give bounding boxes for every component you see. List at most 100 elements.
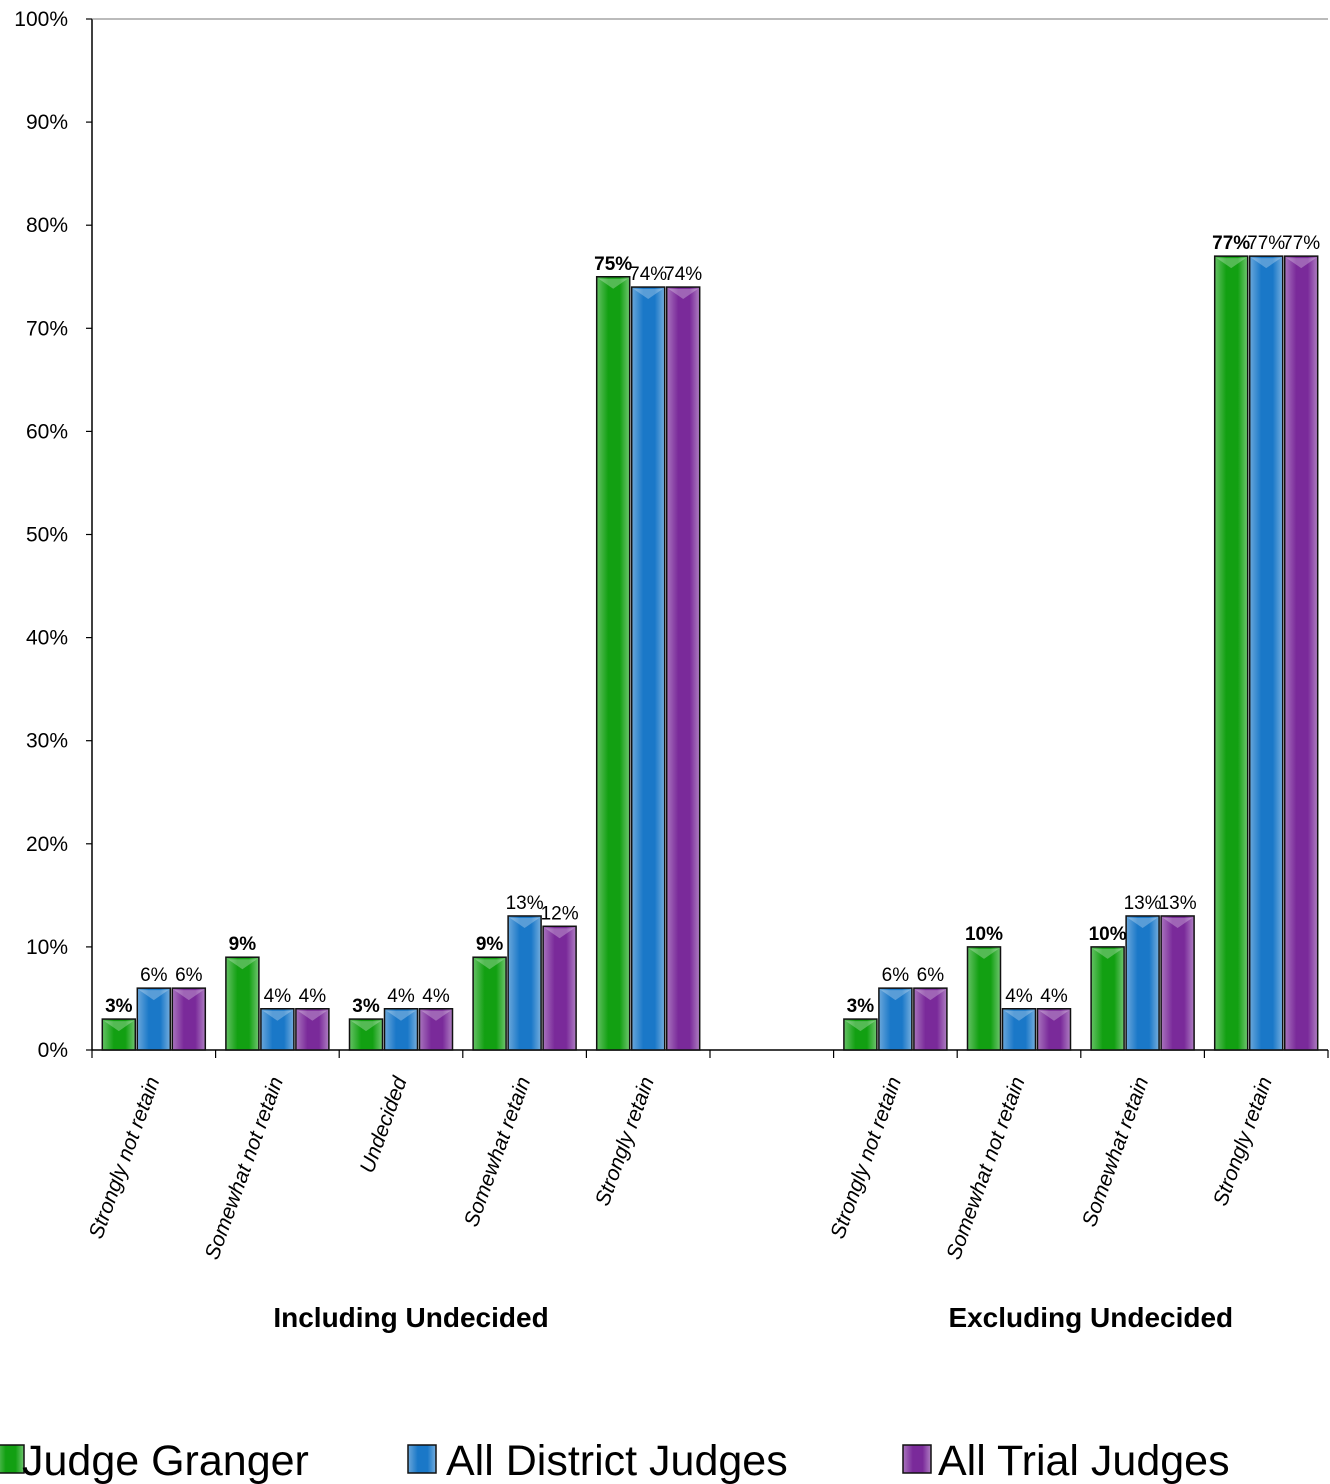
data-label: 6%	[140, 965, 168, 986]
bar-including-undecided-somewhat-not-retain-judge-granger	[225, 956, 260, 1051]
category-label: Strongly not retain	[826, 1074, 906, 1242]
category-label: Undecided	[356, 1073, 412, 1176]
labels: 3% 6% 6% Strongly not retain 9% 4% 4% Somewhat …	[85, 233, 1321, 1333]
bar-including-undecided-somewhat-not-retain-judge-granger-bevel	[227, 959, 257, 970]
data-label: 4%	[264, 986, 292, 1007]
bar-including-undecided-undecided-all-trial-judges-bevel	[421, 1010, 451, 1021]
bar-including-undecided-somewhat-not-retain-all-trial-judges-bevel	[297, 1010, 327, 1021]
legend-swatch-judge-granger	[0, 1444, 25, 1474]
data-label: 4%	[387, 986, 415, 1007]
data-label: 12%	[541, 903, 579, 924]
data-label: 74%	[629, 264, 667, 285]
category-label: Strongly retain	[1209, 1074, 1277, 1209]
bar-excluding-undecided-strongly-not-retain-all-district-judges	[878, 987, 913, 1051]
legend-swatch-all-district-judges	[407, 1444, 437, 1474]
bar-including-undecided-somewhat-retain-all-trial-judges-bevel	[545, 928, 575, 939]
data-label: 3%	[847, 996, 875, 1017]
legend-label-judge-granger: Judge Granger	[22, 1437, 309, 1484]
y-tick-label: 20%	[26, 833, 68, 856]
bar-including-undecided-strongly-not-retain-judge-granger-bevel	[104, 1021, 134, 1032]
bar-including-undecided-strongly-not-retain-all-district-judges-bevel	[139, 990, 169, 1001]
bar-including-undecided-somewhat-retain-all-district-judges-bevel	[510, 917, 540, 928]
data-label: 9%	[229, 934, 257, 955]
bar-excluding-undecided-somewhat-retain-all-district-judges	[1125, 915, 1160, 1051]
bar-including-undecided-undecided-all-trial-judges	[418, 1008, 454, 1051]
y-tick-label: 10%	[26, 936, 68, 959]
data-label: 4%	[299, 986, 327, 1007]
category-label: Somewhat not retain	[942, 1074, 1029, 1263]
bar-including-undecided-strongly-retain-all-district-judges	[630, 286, 666, 1051]
bar-excluding-undecided-somewhat-not-retain-judge-granger	[966, 946, 1002, 1051]
bar-including-undecided-somewhat-retain-judge-granger-bevel	[475, 959, 505, 970]
group-label: Excluding Undecided	[948, 1302, 1233, 1333]
bar-including-undecided-strongly-retain-judge-granger-bevel	[598, 278, 628, 289]
bar-excluding-undecided-strongly-not-retain-judge-granger-bevel	[845, 1021, 875, 1032]
legend-swatch-all-trial-judges	[902, 1444, 932, 1474]
category-label: Somewhat not retain	[201, 1074, 288, 1263]
bar-excluding-undecided-somewhat-retain-all-trial-judges	[1160, 915, 1195, 1051]
bar-including-undecided-somewhat-retain-all-district-judges	[507, 915, 542, 1051]
y-tick-label: 0%	[38, 1039, 68, 1062]
bar-excluding-undecided-somewhat-not-retain-all-trial-judges-bevel	[1039, 1010, 1069, 1021]
bar-including-undecided-somewhat-not-retain-all-district-judges-bevel	[262, 1010, 292, 1021]
bar-excluding-undecided-strongly-retain-all-trial-judges-bevel	[1286, 258, 1316, 269]
bar-including-undecided-strongly-retain-judge-granger	[595, 276, 631, 1051]
legend: Judge Granger All District Judges All Tria…	[0, 1437, 1230, 1484]
bars	[101, 255, 1319, 1051]
data-label: 77%	[1212, 233, 1250, 254]
bar-including-undecided-undecided-all-district-judges-bevel	[386, 1010, 416, 1021]
bar-including-undecided-strongly-retain-all-trial-judges-bevel	[668, 289, 698, 300]
bar-excluding-undecided-somewhat-retain-judge-granger	[1090, 946, 1125, 1051]
y-tick-label: 70%	[26, 317, 68, 340]
bar-excluding-undecided-somewhat-not-retain-judge-granger-bevel	[969, 948, 999, 959]
data-label: 6%	[882, 965, 910, 986]
bar-excluding-undecided-somewhat-not-retain-all-trial-judges	[1036, 1008, 1072, 1051]
data-label: 75%	[594, 254, 632, 275]
bar-including-undecided-strongly-retain-all-trial-judges	[665, 286, 701, 1051]
bar-excluding-undecided-strongly-retain-all-district-judges	[1248, 255, 1284, 1051]
y-tick-label: 50%	[26, 524, 68, 547]
y-tick-label: 30%	[26, 730, 68, 753]
bar-including-undecided-somewhat-retain-judge-granger	[472, 956, 507, 1051]
data-label: 4%	[1005, 986, 1033, 1007]
bar-including-undecided-somewhat-retain-all-trial-judges	[542, 925, 577, 1051]
data-label: 4%	[1040, 986, 1068, 1007]
bar-excluding-undecided-somewhat-retain-all-trial-judges-bevel	[1163, 917, 1193, 928]
data-label: 74%	[664, 264, 702, 285]
bar-including-undecided-strongly-retain-all-district-judges-bevel	[633, 289, 663, 300]
bar-including-undecided-strongly-not-retain-all-trial-judges	[171, 987, 207, 1051]
bar-excluding-undecided-somewhat-retain-all-district-judges-bevel	[1128, 917, 1158, 928]
bar-excluding-undecided-strongly-retain-judge-granger-bevel	[1216, 258, 1246, 269]
y-tick-label: 40%	[26, 627, 68, 650]
data-label: 13%	[1124, 893, 1162, 914]
legend-label-all-trial-judges: All Trial Judges	[938, 1437, 1230, 1484]
data-label: 13%	[1159, 893, 1197, 914]
bar-including-undecided-strongly-not-retain-all-trial-judges-bevel	[174, 990, 204, 1001]
bar-including-undecided-undecided-judge-granger-bevel	[351, 1021, 381, 1032]
bar-excluding-undecided-somewhat-not-retain-all-district-judges-bevel	[1004, 1010, 1034, 1021]
data-label: 13%	[506, 893, 544, 914]
data-label: 10%	[965, 924, 1003, 945]
group-label: Including Undecided	[273, 1302, 548, 1333]
bar-including-undecided-undecided-judge-granger	[348, 1018, 384, 1051]
bar-excluding-undecided-strongly-not-retain-all-district-judges-bevel	[880, 990, 910, 1001]
bar-excluding-undecided-strongly-not-retain-all-trial-judges	[913, 987, 948, 1051]
data-label: 6%	[917, 965, 945, 986]
category-label: Somewhat retain	[1078, 1074, 1154, 1230]
data-label: 9%	[476, 934, 504, 955]
data-label: 6%	[175, 965, 203, 986]
y-tick-label: 80%	[26, 214, 68, 237]
data-label: 3%	[352, 996, 380, 1017]
data-label: 77%	[1282, 233, 1320, 254]
bar-including-undecided-somewhat-not-retain-all-trial-judges	[295, 1008, 330, 1051]
data-label: 10%	[1089, 924, 1127, 945]
category-label: Strongly retain	[591, 1074, 659, 1209]
bar-excluding-undecided-somewhat-retain-judge-granger-bevel	[1093, 948, 1123, 959]
data-label: 4%	[422, 986, 450, 1007]
bar-including-undecided-somewhat-not-retain-all-district-judges	[260, 1008, 295, 1051]
bar-excluding-undecided-strongly-retain-judge-granger	[1213, 255, 1249, 1051]
y-tick-label: 90%	[26, 111, 68, 134]
bar-excluding-undecided-strongly-not-retain-judge-granger	[843, 1018, 878, 1051]
bar-including-undecided-strongly-not-retain-all-district-judges	[136, 987, 172, 1051]
